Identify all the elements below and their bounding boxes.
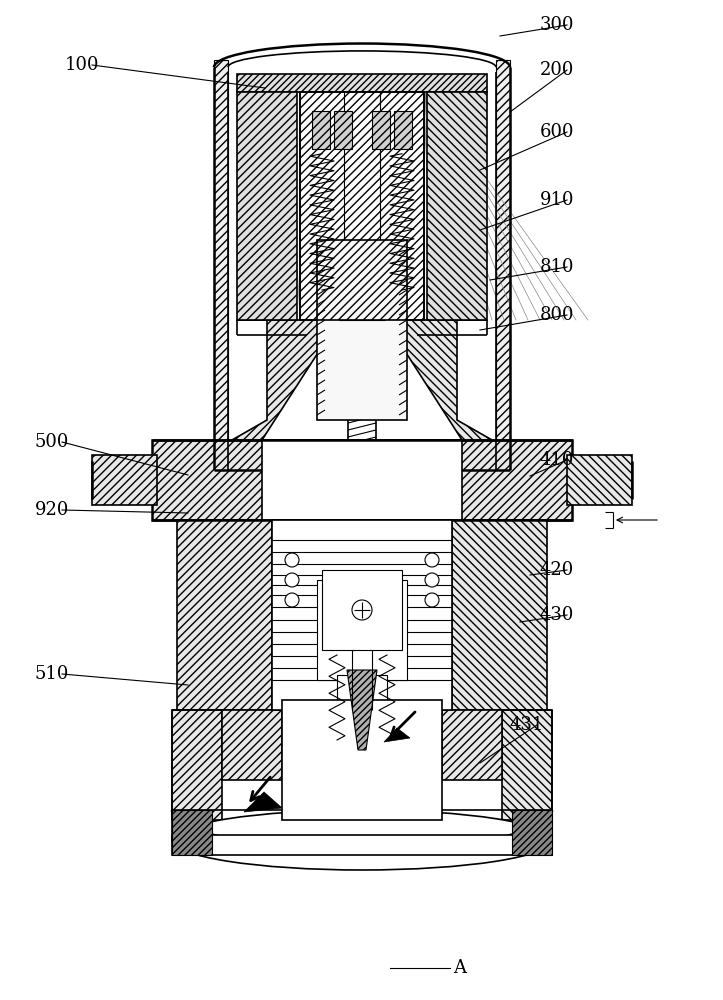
Bar — [214, 60, 228, 470]
Bar — [496, 60, 510, 470]
Bar — [272, 520, 452, 710]
Text: 500: 500 — [35, 433, 69, 451]
Bar — [317, 240, 407, 420]
Text: 910: 910 — [540, 191, 575, 209]
Polygon shape — [347, 670, 377, 750]
Text: 510: 510 — [35, 665, 69, 683]
Bar — [442, 710, 502, 780]
Text: 800: 800 — [540, 306, 575, 324]
Polygon shape — [232, 320, 339, 440]
Circle shape — [425, 553, 439, 567]
Bar — [312, 111, 330, 149]
Bar — [92, 455, 157, 505]
Bar — [334, 111, 352, 149]
Polygon shape — [244, 792, 282, 812]
Text: 100: 100 — [65, 56, 100, 74]
Bar — [172, 710, 222, 820]
Ellipse shape — [172, 810, 552, 870]
Bar — [372, 111, 390, 149]
Bar — [237, 92, 297, 320]
Bar — [172, 835, 552, 855]
Text: 920: 920 — [35, 501, 69, 519]
Bar — [567, 455, 632, 505]
Circle shape — [425, 593, 439, 607]
Circle shape — [425, 573, 439, 587]
Bar — [300, 92, 424, 320]
Bar — [172, 810, 212, 855]
Bar — [317, 580, 407, 680]
Bar — [502, 710, 552, 820]
Text: 810: 810 — [540, 258, 575, 276]
Polygon shape — [384, 728, 410, 742]
Text: 410: 410 — [540, 451, 574, 469]
Bar — [512, 810, 552, 855]
Circle shape — [285, 553, 299, 567]
Text: 300: 300 — [540, 16, 575, 34]
Bar — [394, 111, 412, 149]
Polygon shape — [385, 320, 492, 440]
Bar — [262, 440, 462, 520]
Bar — [337, 675, 387, 705]
Bar — [237, 74, 487, 92]
Bar — [152, 440, 572, 520]
Text: A: A — [453, 959, 466, 977]
Text: 600: 600 — [540, 123, 575, 141]
Text: 431: 431 — [510, 716, 544, 734]
Bar — [300, 92, 424, 320]
Text: 430: 430 — [540, 606, 574, 624]
Circle shape — [352, 600, 372, 620]
Circle shape — [285, 573, 299, 587]
Bar — [452, 520, 547, 710]
Bar — [322, 570, 402, 650]
Text: 200: 200 — [540, 61, 574, 79]
Circle shape — [285, 593, 299, 607]
Bar — [177, 520, 272, 710]
Bar — [427, 92, 487, 320]
Bar — [222, 710, 282, 780]
Bar — [282, 700, 442, 820]
Text: 420: 420 — [540, 561, 574, 579]
